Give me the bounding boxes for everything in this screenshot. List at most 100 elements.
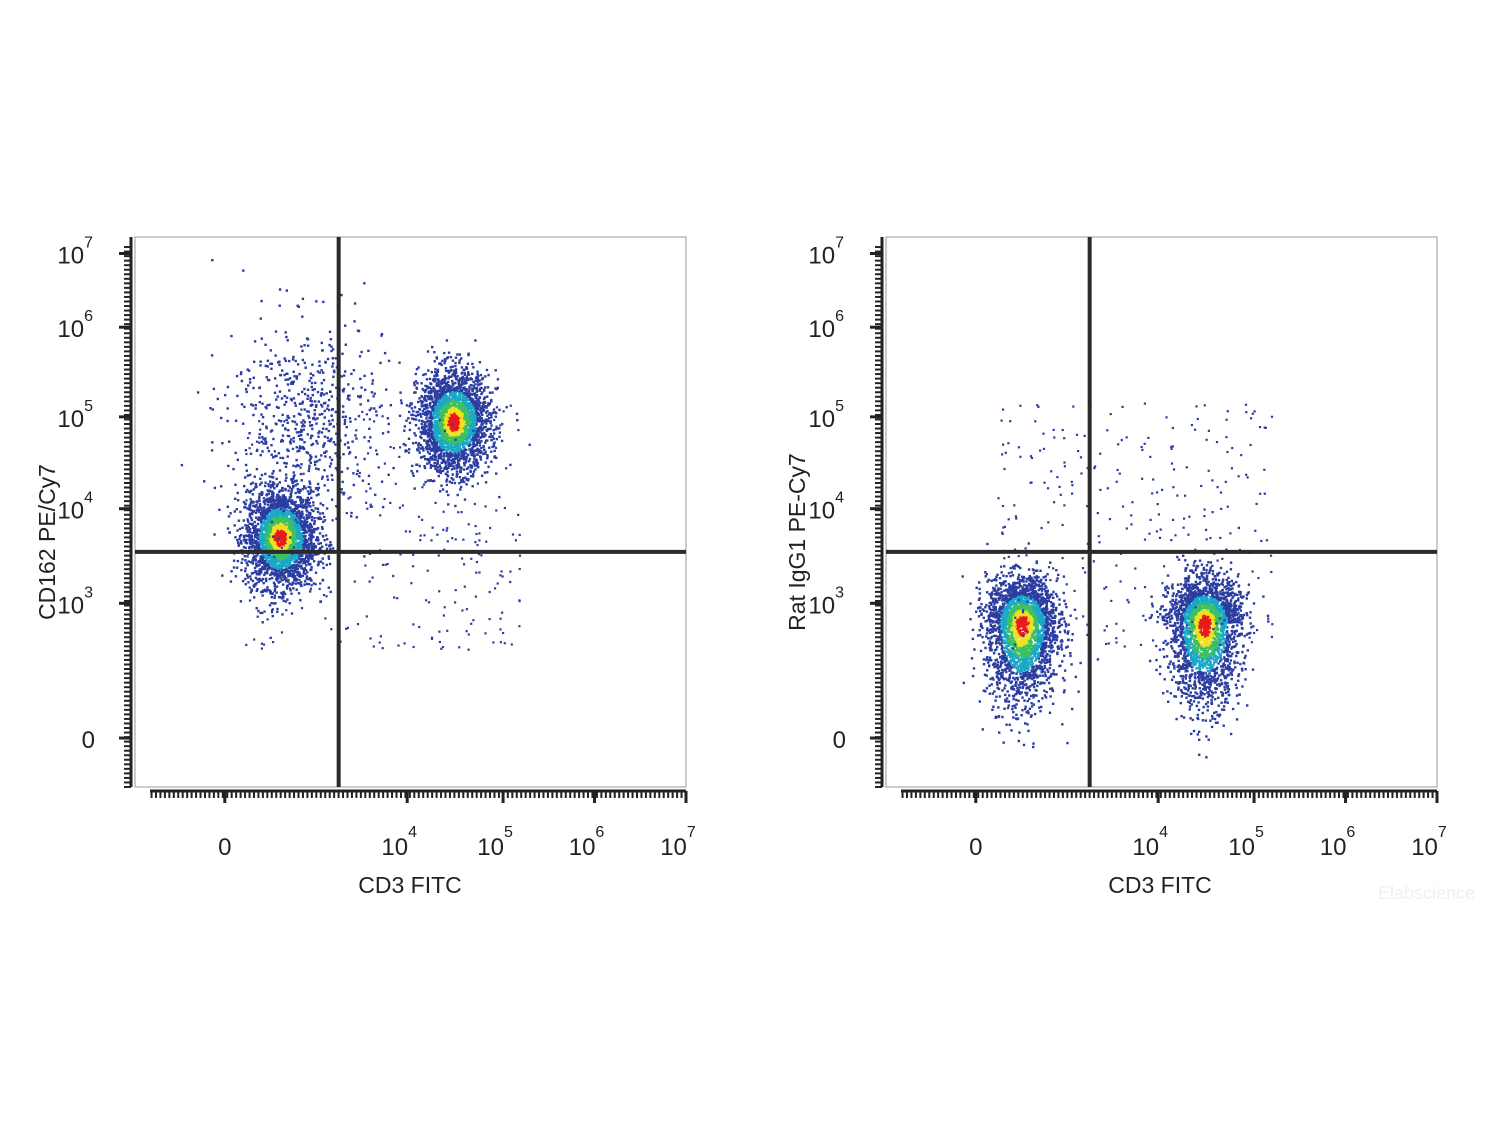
event-dot bbox=[475, 423, 478, 426]
event-dot bbox=[239, 510, 242, 514]
event-dot bbox=[453, 389, 456, 392]
event-dot bbox=[299, 498, 302, 502]
event-dot bbox=[252, 538, 255, 541]
event-dot bbox=[270, 555, 273, 559]
event-dot bbox=[254, 511, 258, 514]
event-dot bbox=[427, 410, 431, 414]
event-dot bbox=[286, 503, 289, 506]
event-dot bbox=[308, 511, 311, 515]
event-dot bbox=[308, 537, 311, 541]
event-dot bbox=[290, 572, 294, 576]
event-dot bbox=[454, 442, 457, 445]
event-dot bbox=[483, 401, 487, 404]
event-dot bbox=[244, 541, 247, 544]
event-dot bbox=[450, 419, 454, 422]
event-dot bbox=[488, 446, 491, 449]
event-dot bbox=[316, 510, 320, 514]
event-dot bbox=[454, 504, 457, 508]
event-dot bbox=[470, 378, 474, 381]
event-dot bbox=[249, 578, 253, 581]
event-dot bbox=[294, 570, 297, 574]
event-dot bbox=[498, 408, 501, 412]
event-dot bbox=[487, 465, 490, 468]
event-dot bbox=[488, 391, 492, 394]
event-dot bbox=[435, 450, 438, 454]
event-dot bbox=[446, 412, 449, 415]
event-dot bbox=[294, 579, 298, 582]
event-dot bbox=[443, 358, 447, 361]
event-dot bbox=[261, 510, 264, 513]
event-dot bbox=[268, 526, 271, 529]
event-dot bbox=[278, 505, 282, 508]
event-dot bbox=[286, 500, 289, 503]
event-dot bbox=[277, 568, 281, 572]
event-dot bbox=[255, 533, 259, 536]
event-dot bbox=[252, 509, 256, 513]
event-dot bbox=[417, 366, 420, 369]
event-dot bbox=[257, 609, 260, 613]
event-dot bbox=[419, 456, 423, 459]
event-dot bbox=[465, 424, 469, 428]
event-dot bbox=[278, 547, 281, 550]
event-dot bbox=[275, 526, 278, 530]
event-dot bbox=[289, 589, 292, 592]
event-dot bbox=[280, 528, 283, 531]
event-dot bbox=[284, 505, 287, 508]
event-dot bbox=[419, 399, 422, 403]
event-dot bbox=[303, 567, 307, 570]
event-dot bbox=[275, 564, 278, 568]
event-dot bbox=[269, 590, 272, 594]
event-dot bbox=[254, 576, 258, 580]
event-dot bbox=[458, 432, 461, 435]
event-dot bbox=[257, 564, 260, 567]
event-dot bbox=[250, 518, 254, 522]
event-dot bbox=[468, 419, 471, 422]
event-dot bbox=[455, 398, 458, 401]
event-dot bbox=[243, 554, 247, 558]
event-dot bbox=[318, 548, 321, 551]
event-dot bbox=[270, 483, 273, 487]
event-dot bbox=[425, 448, 428, 451]
event-dot bbox=[304, 529, 307, 533]
event-dot bbox=[277, 567, 281, 570]
event-dot bbox=[444, 359, 447, 363]
event-dot bbox=[290, 565, 293, 568]
event-dot bbox=[428, 386, 432, 389]
event-dot bbox=[284, 531, 287, 534]
event-dot bbox=[471, 406, 474, 409]
event-dot bbox=[463, 498, 467, 501]
event-dot bbox=[290, 491, 293, 494]
event-dot bbox=[447, 380, 450, 384]
event-dot bbox=[410, 407, 414, 410]
event-dot bbox=[428, 377, 432, 381]
event-dot bbox=[220, 485, 223, 488]
event-dot bbox=[463, 432, 466, 436]
event-dot bbox=[437, 474, 440, 478]
event-dot bbox=[297, 571, 301, 574]
event-dot bbox=[424, 388, 428, 392]
event-dot bbox=[458, 395, 461, 398]
event-dot bbox=[454, 427, 457, 430]
event-dot bbox=[262, 533, 265, 536]
event-dot bbox=[249, 560, 252, 564]
event-dot bbox=[476, 435, 479, 439]
event-dot bbox=[414, 418, 418, 421]
event-dot bbox=[247, 581, 250, 584]
event-dot bbox=[235, 566, 239, 569]
event-dot bbox=[424, 394, 427, 398]
event-dot bbox=[325, 543, 328, 546]
event-dot bbox=[416, 411, 420, 414]
event-dot bbox=[421, 427, 424, 430]
event-dot bbox=[291, 523, 294, 526]
event-dot bbox=[257, 499, 261, 503]
event-dot bbox=[260, 519, 263, 523]
event-dot bbox=[460, 480, 463, 483]
event-dot bbox=[419, 444, 423, 447]
event-dot bbox=[273, 502, 276, 505]
event-dot bbox=[281, 564, 285, 567]
event-dot bbox=[445, 404, 449, 407]
event-dot bbox=[481, 421, 484, 424]
event-dot bbox=[312, 542, 316, 546]
event-dot bbox=[458, 377, 462, 380]
event-dot bbox=[435, 438, 438, 441]
